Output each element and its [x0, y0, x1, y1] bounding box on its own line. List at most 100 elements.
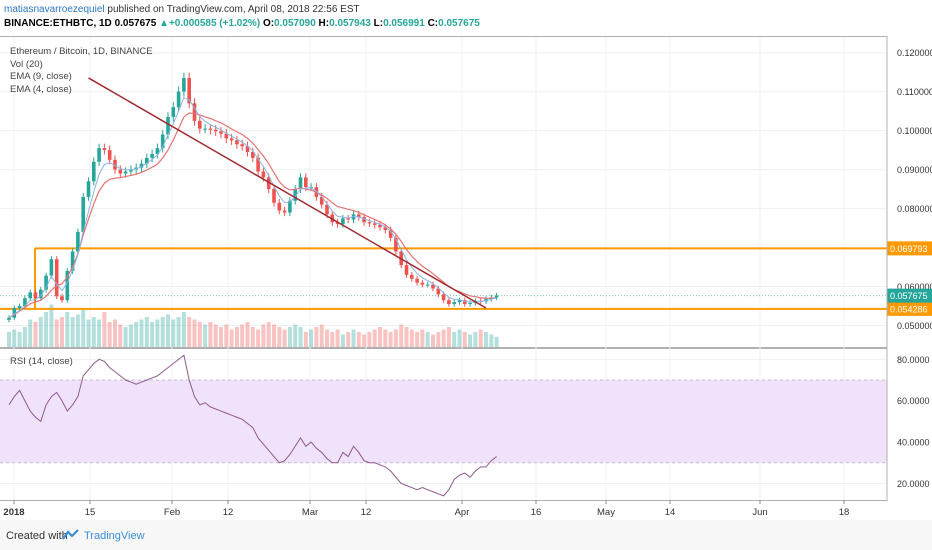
- volume-bar: [224, 324, 229, 347]
- volume-bar: [266, 322, 271, 347]
- change-value: +0.000585 (+1.02%): [168, 18, 261, 29]
- candle-body: [383, 227, 388, 231]
- rsi-y-tick-label: 20.0000: [897, 479, 930, 489]
- candle-body: [86, 181, 91, 197]
- volume-bar: [346, 332, 351, 347]
- candle-body: [123, 171, 128, 174]
- candle-body: [102, 148, 107, 151]
- volume-bar: [70, 317, 75, 347]
- ema9-legend[interactable]: EMA (9, close): [10, 71, 72, 82]
- volume-bar: [452, 332, 457, 347]
- change-up-icon: ▲: [159, 18, 169, 29]
- volume-bar: [75, 314, 80, 347]
- candle-body: [203, 128, 207, 130]
- volume-bar: [335, 329, 340, 347]
- candle-body: [129, 169, 133, 172]
- volume-bar: [203, 324, 208, 347]
- volume-bar: [128, 324, 133, 347]
- candle-body: [463, 300, 467, 305]
- candle-body: [7, 317, 11, 320]
- y-tick-label: 0.090000: [897, 165, 932, 175]
- level-price-tag: [887, 241, 932, 256]
- vol-legend[interactable]: Vol (20): [10, 58, 43, 70]
- volume-bar: [330, 332, 335, 347]
- candle-body: [70, 251, 75, 271]
- volume-bar: [409, 329, 414, 347]
- volume-bar: [425, 332, 430, 347]
- candle-body: [17, 306, 22, 309]
- volume-bar: [314, 327, 319, 347]
- candle-body: [298, 177, 303, 190]
- candle-body: [372, 223, 377, 225]
- ema4-legend[interactable]: EMA (4, close): [10, 83, 72, 95]
- volume-bar: [457, 329, 462, 347]
- volume-bar: [431, 334, 435, 347]
- level-price-tag: [887, 301, 932, 316]
- rsi-y-tick-label: 80.0000: [897, 355, 930, 365]
- volume-bar: [213, 324, 218, 347]
- candle-body: [54, 259, 59, 297]
- symbol-label: BINANCE:ETHBTC, 1D: [4, 18, 112, 29]
- volume-bar: [261, 324, 266, 347]
- low-label: L:: [373, 18, 384, 29]
- volume-bar: [229, 329, 234, 347]
- volume-bar: [38, 317, 43, 347]
- volume-bar: [319, 324, 324, 347]
- x-tick-label: 18: [839, 507, 850, 518]
- candle-body: [240, 144, 244, 147]
- high-value: 0.057943: [329, 18, 371, 29]
- y-tick-label: 0.050000: [897, 321, 932, 331]
- volume-bar: [256, 329, 261, 347]
- rsi-legend[interactable]: RSI (14, close): [10, 356, 73, 367]
- candle-body: [277, 202, 282, 211]
- volume-bar: [468, 334, 473, 347]
- candle-body: [182, 77, 186, 92]
- candle-body: [319, 196, 324, 205]
- candle-body: [410, 274, 414, 279]
- volume-bar: [187, 317, 192, 347]
- candle-body: [192, 103, 197, 121]
- candle-body: [150, 153, 154, 158]
- candle-body: [404, 265, 409, 275]
- volume-bar: [181, 312, 186, 347]
- volume-bar: [91, 317, 96, 347]
- candle-body: [155, 148, 160, 154]
- candle-body: [468, 302, 472, 305]
- candle-body: [139, 163, 144, 168]
- candle-body: [81, 196, 85, 232]
- volume-bar: [54, 319, 59, 347]
- candle-body: [160, 134, 165, 149]
- volume-bar: [277, 327, 282, 347]
- tradingview-brand[interactable]: TradingView: [84, 530, 145, 542]
- volume-bar: [17, 332, 22, 347]
- volume-bar: [309, 329, 314, 347]
- volume-bar: [489, 334, 494, 347]
- x-tick-label: May: [597, 507, 615, 518]
- x-tick-label: 15: [85, 507, 96, 518]
- last-price: 0.057675: [114, 18, 157, 29]
- volume-bar: [49, 304, 54, 347]
- candle-body: [245, 146, 250, 153]
- volume-bar: [415, 332, 420, 347]
- candle-body: [304, 177, 308, 188]
- price-chart[interactable]: 2018 15 Feb 12 Mar 12 Apr 16 May 14 Jun 18 0.120000 0…: [0, 0, 932, 520]
- volume-bar: [356, 332, 361, 347]
- close-label: C:: [427, 18, 439, 29]
- price-pane[interactable]: [0, 36, 887, 348]
- volume-bar: [404, 327, 409, 347]
- candle-body: [431, 284, 435, 289]
- candle-body: [335, 222, 340, 225]
- candle-body: [251, 152, 255, 158]
- ohlc-line: BINANCE:ETHBTC, 1D 0.057675 ▲+0.000585 (…: [4, 18, 480, 29]
- volume-bar: [102, 312, 107, 347]
- candle-body: [436, 288, 441, 295]
- x-tick-label: Jun: [752, 507, 767, 518]
- author-link[interactable]: matiasnavarroezequiel: [4, 4, 105, 15]
- rsi-pane[interactable]: [0, 348, 887, 501]
- open-value: 0.057090: [274, 18, 316, 29]
- candle-body: [325, 204, 329, 215]
- volume-bar: [340, 334, 345, 347]
- y-tick-label: 0.120000: [897, 48, 932, 58]
- candle-body: [266, 177, 271, 190]
- volume-bar: [28, 319, 33, 347]
